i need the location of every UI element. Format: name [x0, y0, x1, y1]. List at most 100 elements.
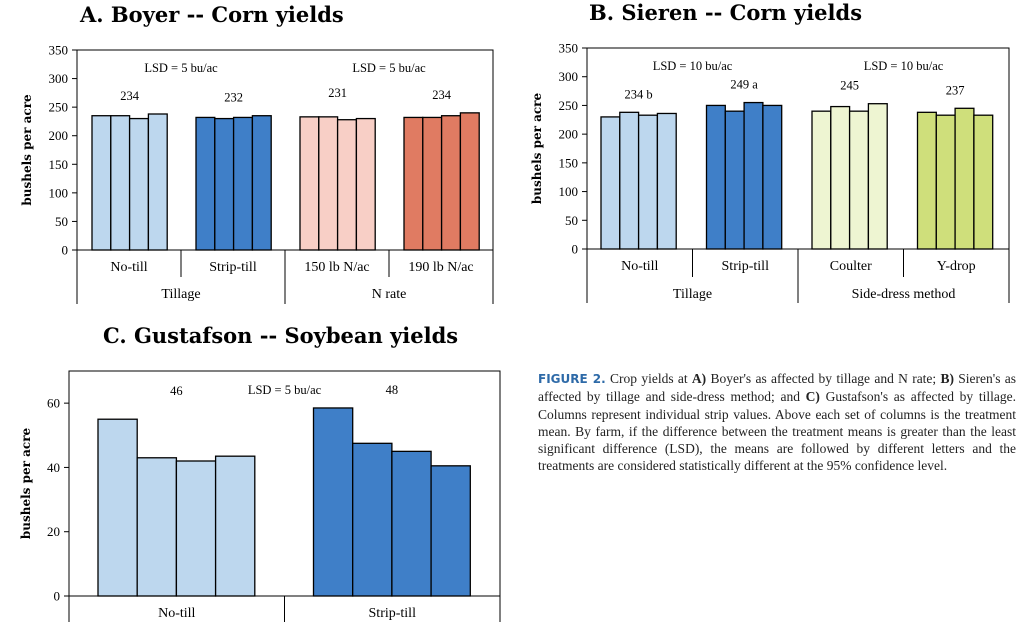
chart-c-lsd-label: LSD = 5 bu/ac: [248, 383, 322, 397]
chart-a-y-tick-label: 100: [49, 185, 69, 200]
chart-c-mean-label: 46: [170, 384, 183, 398]
chart-b-lsd-label: LSD = 10 bu/ac: [653, 59, 733, 73]
chart-c-bar: [430, 465, 471, 597]
chart-a-bar: [318, 116, 339, 251]
caption-lead: FIGURE 2.: [538, 372, 606, 386]
caption-ref-a: A): [691, 371, 707, 386]
chart-c-bar: [97, 418, 138, 597]
chart-a-category-label: 150 lb N/ac: [304, 260, 369, 275]
chart-b-category-label: Y-drop: [937, 259, 976, 274]
chart-c-bar: [175, 460, 217, 597]
chart-b-factor-label: Tillage: [673, 287, 712, 302]
chart-a-y-tick-label: 350: [49, 43, 69, 58]
chart-b-y-tick-label: 0: [572, 242, 579, 257]
chart-a-factor-label: Tillage: [161, 287, 200, 302]
chart-b-bar: [600, 116, 621, 250]
chart-c-bar: [136, 457, 178, 597]
caption-text-1: Crop yields at: [605, 371, 692, 386]
chart-b-y-tick-label: 200: [559, 127, 579, 142]
chart-b-category-label: Coulter: [830, 259, 872, 274]
chart-a-mean-label: 232: [224, 91, 243, 105]
chart-b-title: B. Sieren -- Corn yields: [589, 0, 863, 25]
chart-a-title: A. Boyer -- Corn yields: [80, 2, 344, 27]
chart-b-y-axis-label: bushels per acre: [530, 92, 544, 204]
chart-a-bar: [299, 116, 320, 251]
chart-a-bar: [147, 113, 168, 251]
chart-b-mean-label: 249 a: [730, 78, 758, 92]
chart-a-bar: [195, 116, 216, 251]
chart-a-bar: [214, 117, 235, 251]
chart-a-bar: [336, 119, 358, 251]
chart-a-lsd-label: LSD = 5 bu/ac: [144, 61, 218, 75]
chart-a-bar: [355, 117, 376, 251]
caption-ref-c: C): [805, 389, 820, 405]
chart-b-factor-label: Side-dress method: [852, 287, 956, 302]
chart-c-bar: [312, 407, 354, 597]
chart-a-bar: [91, 115, 112, 251]
chart-a-bar: [440, 115, 462, 251]
chart-c-bar: [214, 455, 256, 597]
caption-text-2: Boyer's as affected by tillage and N rat…: [706, 371, 941, 386]
chart-a-y-tick-label: 0: [62, 243, 69, 258]
chart-a-lsd-label: LSD = 5 bu/ac: [352, 61, 426, 75]
chart-a-mean-label: 231: [328, 86, 347, 100]
chart-b-bar: [811, 110, 832, 250]
chart-c-category-label: Strip-till: [369, 606, 417, 621]
chart-c-title: C. Gustafson -- Soybean yields: [103, 323, 459, 348]
chart-c-y-tick-label: 60: [47, 396, 60, 411]
chart-a-bar: [459, 112, 480, 251]
chart-a-bar: [403, 116, 424, 251]
chart-b-bar: [762, 104, 783, 250]
chart-a-category-label: Strip-till: [209, 260, 257, 275]
chart-c-bar: [352, 442, 393, 597]
chart-b-y-tick-label: 50: [565, 213, 578, 228]
chart-a-factor-label: N rate: [372, 287, 407, 302]
chart-b-bar: [619, 111, 640, 250]
chart-c-y-tick-label: 20: [47, 524, 60, 539]
chart-c-category-label: No-till: [158, 606, 195, 621]
chart-c-y-tick-label: 0: [54, 589, 61, 604]
chart-b-y-tick-label: 350: [559, 41, 579, 56]
chart-b-mean-label: 245: [840, 79, 859, 93]
chart-a-category-label: 190 lb N/ac: [408, 260, 473, 275]
chart-a-y-tick-label: 200: [49, 128, 69, 143]
chart-a-category-label: No-till: [110, 260, 147, 275]
chart-b-lsd-label: LSD = 10 bu/ac: [864, 59, 944, 73]
figure-caption: FIGURE 2. Crop yields at A) Boyer's as a…: [538, 370, 1016, 475]
chart-b-bar: [954, 107, 975, 250]
chart-c-y-tick-label: 40: [47, 460, 60, 475]
chart-a-bar: [128, 117, 150, 251]
chart-b-bar: [848, 110, 870, 250]
chart-b-bar: [830, 105, 851, 250]
chart-b-bar: [656, 112, 677, 250]
chart-b-bar: [743, 101, 764, 250]
chart-b-bar: [935, 114, 956, 250]
chart-a-y-axis-label: bushels per acre: [20, 94, 34, 206]
chart-b-bar: [724, 110, 745, 250]
chart-c-bar: [391, 450, 432, 597]
chart-b-bar: [973, 114, 994, 250]
chart-b-y-tick-label: 150: [559, 155, 579, 170]
chart-a-mean-label: 234: [120, 89, 140, 103]
chart-b-bar: [637, 114, 659, 250]
chart-b-mean-label: 234 b: [625, 87, 653, 101]
chart-b-y-tick-label: 100: [559, 184, 579, 199]
chart-b-bar: [867, 103, 888, 250]
caption-text-3: Sieren's as affected by tillage and side…: [538, 371, 1017, 405]
chart-a-bar: [422, 116, 443, 251]
chart-a-bar: [232, 116, 254, 251]
chart-b-category-label: Strip-till: [722, 259, 770, 274]
chart-a-bar: [110, 115, 131, 251]
chart-b-mean-label: 237: [946, 83, 965, 97]
chart-b-bar: [705, 104, 726, 250]
chart-a-mean-label: 234: [432, 88, 452, 102]
chart-a-y-tick-label: 150: [49, 157, 69, 172]
chart-a-y-tick-label: 50: [55, 214, 68, 229]
chart-a-y-tick-label: 250: [49, 100, 69, 115]
chart-b-y-tick-label: 250: [559, 98, 579, 113]
caption-ref-b: B): [940, 371, 954, 386]
chart-a-y-tick-label: 300: [49, 71, 69, 86]
caption-text-4: Gustafson's as affected by tillage. Colu…: [538, 389, 1016, 474]
chart-a-bar: [251, 115, 272, 251]
